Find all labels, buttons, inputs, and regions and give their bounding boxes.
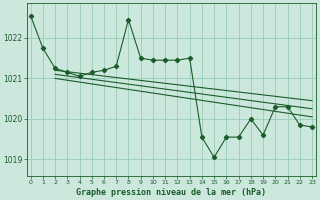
X-axis label: Graphe pression niveau de la mer (hPa): Graphe pression niveau de la mer (hPa) xyxy=(76,188,266,197)
